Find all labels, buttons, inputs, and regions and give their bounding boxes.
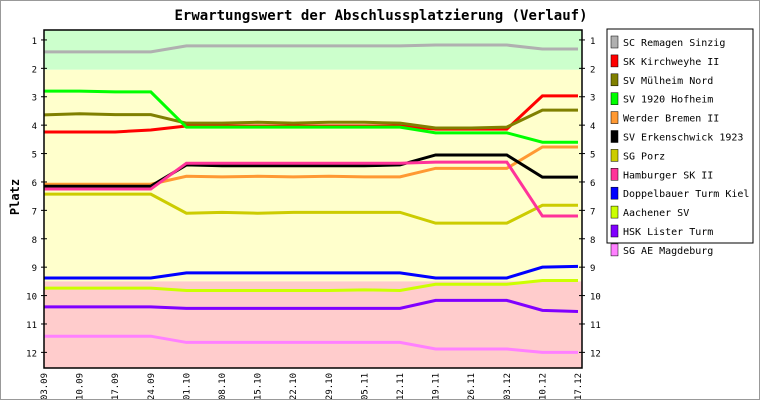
x-tick-label: 26.11 [467, 373, 477, 399]
y-tick-label-right: 9 [590, 264, 595, 274]
plot-border [43, 29, 583, 369]
legend-swatch [610, 224, 619, 238]
y-tick-label-right: 2 [590, 65, 595, 75]
y-tick-label-left: 3 [32, 94, 37, 104]
series-line [43, 108, 578, 130]
series-line [44, 279, 578, 292]
y-tick-label-right: 4 [590, 122, 595, 132]
series-line [44, 153, 578, 188]
series-line [44, 264, 579, 280]
y-tick-label-left: 2 [32, 65, 37, 75]
y-tick-label-right: 5 [590, 151, 595, 161]
y-tick-label-left: 1 [32, 37, 37, 47]
legend-label: Hamburger SK II [623, 170, 713, 181]
series-line [44, 160, 578, 218]
y-tick-label-right: 1 [590, 37, 595, 47]
y-tick-label-left: 6 [32, 179, 37, 189]
legend-label: Werder Bremen II [623, 114, 719, 125]
legend-swatch [610, 243, 619, 257]
legend-swatch [610, 205, 619, 219]
y-tick-label-left: 7 [32, 207, 37, 217]
legend-label: SV 1920 Hofheim [623, 95, 713, 106]
x-tick-label: 29.10 [325, 373, 335, 399]
y-tick-label-left: 4 [32, 122, 37, 132]
series-line [44, 192, 578, 225]
y-tick-label-left: 12 [26, 349, 37, 359]
y-tick-label-left: 10 [26, 293, 37, 303]
y-tick-label-left: 5 [32, 151, 37, 161]
x-tick-label: 01.10 [182, 373, 192, 399]
background-band [44, 30, 582, 70]
x-tick-label: 05.11 [360, 373, 370, 399]
y-tick-label-right: 7 [590, 207, 595, 217]
x-tick-label: 19.11 [432, 373, 442, 399]
legend-swatch [610, 35, 619, 49]
legend-swatch [610, 149, 619, 162]
legend-label: SG Porz [623, 151, 665, 162]
legend-label: Doppelbauer Turm Kiel [623, 189, 749, 200]
x-tick-label: 22.10 [289, 373, 299, 399]
y-tick-label-left: 8 [32, 236, 37, 246]
y-axis-label: Platz [8, 179, 22, 215]
chart-title: Erwartungswert der Abschlussplatzierung … [174, 8, 587, 24]
x-tick-label: 24.09 [147, 373, 157, 399]
x-tick-label: 10.09 [76, 373, 86, 399]
x-tick-label: 12.11 [396, 373, 406, 399]
legend-swatch [610, 54, 619, 68]
y-tick-label-right: 10 [590, 293, 601, 303]
background-band [44, 281, 582, 368]
legend-swatch [610, 73, 619, 87]
series-line [44, 298, 579, 313]
y-tick-label-right: 11 [590, 321, 601, 331]
legend-box [606, 28, 754, 244]
legend-label: Aachener SV [623, 208, 689, 219]
y-tick-label-left: 9 [32, 264, 37, 274]
legend-label: SG AE Magdeburg [623, 246, 713, 257]
legend-swatch [610, 130, 619, 143]
x-tick-label: 03.09 [40, 373, 50, 399]
series-line [44, 43, 578, 54]
y-tick-label-right: 6 [590, 179, 595, 189]
legend-swatch [610, 111, 619, 124]
y-tick-label-left: 11 [26, 321, 37, 331]
x-tick-label: 10.12 [538, 373, 548, 399]
x-tick-label: 15.10 [254, 373, 264, 399]
legend-label: HSK Lister Turm [623, 227, 713, 238]
series-line [44, 89, 578, 144]
y-tick-label-right: 8 [590, 236, 595, 246]
x-tick-label: 17.12 [574, 373, 584, 399]
legend-swatch [610, 92, 619, 105]
legend-swatch [610, 186, 619, 200]
y-tick-label-right: 12 [590, 349, 601, 359]
x-tick-label: 03.12 [503, 373, 513, 399]
x-tick-label: 08.10 [218, 373, 228, 399]
legend-label: SV Mülheim Nord [623, 76, 713, 87]
legend-label: SK Kirchweyhe II [623, 57, 719, 68]
series-line [44, 145, 578, 186]
legend-swatch [610, 168, 619, 181]
series-line [44, 334, 578, 354]
y-tick-label-right: 3 [590, 94, 595, 104]
legend-label: SV Erkenschwick 1923 [623, 133, 743, 144]
legend-label: SC Remagen Sinzig [623, 38, 725, 49]
x-tick-label: 17.09 [111, 373, 121, 399]
